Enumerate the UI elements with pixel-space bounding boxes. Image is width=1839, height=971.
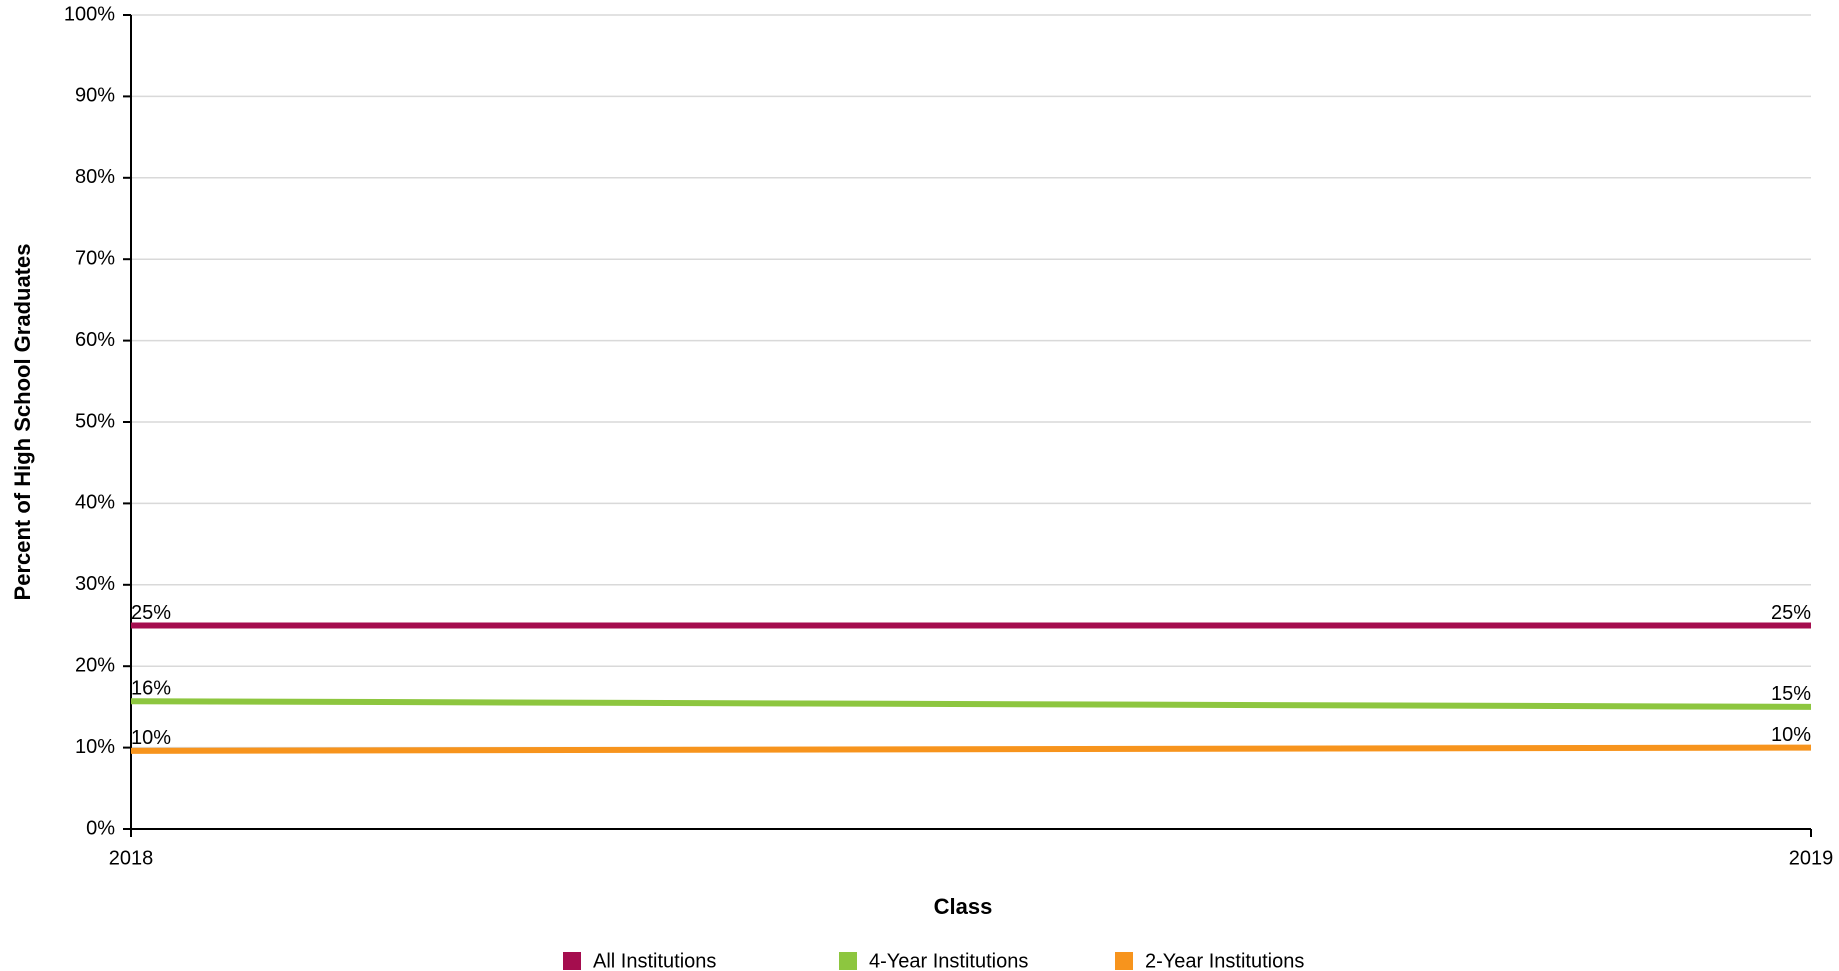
legend-swatch[interactable] (563, 952, 581, 970)
data-label: 25% (131, 602, 171, 624)
line-series (130, 698, 1812, 710)
y-tick-label: 90% (75, 85, 115, 107)
legend-swatch[interactable] (839, 952, 857, 970)
y-axis-title: Percent of High School Graduates (10, 244, 35, 601)
x-tick-label: 2019 (1789, 847, 1834, 869)
legend-swatch[interactable] (1115, 952, 1133, 970)
line-series (130, 744, 1812, 754)
legend-label[interactable]: 2-Year Institutions (1145, 950, 1304, 971)
data-label: 10% (131, 727, 171, 749)
legend-label[interactable]: 4-Year Institutions (869, 950, 1028, 971)
y-tick-label: 20% (75, 654, 115, 676)
y-tick-label: 0% (86, 817, 115, 839)
data-label: 10% (1771, 724, 1811, 746)
y-tick-label: 50% (75, 410, 115, 432)
y-tick-label: 10% (75, 736, 115, 758)
legend-label[interactable]: All Institutions (593, 950, 716, 971)
y-tick-label: 70% (75, 247, 115, 269)
data-label: 15% (1771, 683, 1811, 705)
data-label: 16% (131, 677, 171, 699)
y-tick-label: 100% (64, 3, 115, 25)
x-axis-title: Class (934, 894, 993, 919)
x-tick-label: 2018 (109, 847, 154, 869)
y-tick-label: 30% (75, 573, 115, 595)
data-label: 25% (1771, 602, 1811, 624)
y-tick-label: 40% (75, 492, 115, 514)
y-tick-label: 80% (75, 166, 115, 188)
y-tick-label: 60% (75, 329, 115, 351)
